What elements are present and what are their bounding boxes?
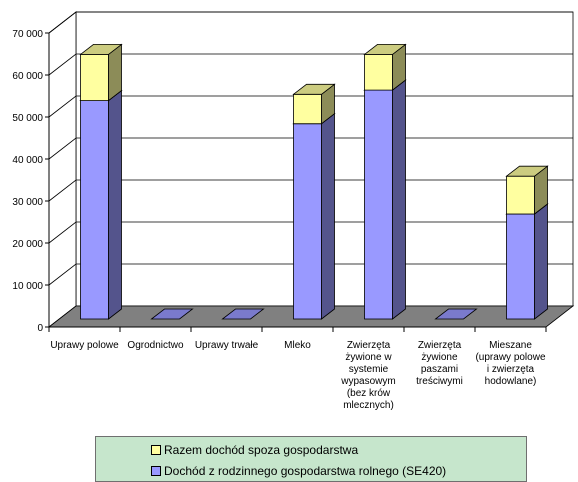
bar-segment xyxy=(79,43,123,102)
x-tick-label: Ogrodnictwo xyxy=(127,340,184,351)
bar-top xyxy=(505,165,549,177)
x-tick-label: Zwierzęta żywione paszami treściwymi xyxy=(416,340,463,387)
bar-segment xyxy=(505,203,549,320)
gridline xyxy=(48,179,573,202)
bar-side xyxy=(534,203,548,320)
bar-segment xyxy=(363,43,407,91)
bar-side xyxy=(392,79,406,320)
bar-side xyxy=(321,112,335,320)
x-tick-label-line: Zwierzęta xyxy=(347,340,391,351)
bar-front xyxy=(364,89,393,320)
x-tick-label: Uprawy trwałe xyxy=(195,340,259,351)
bar-segment xyxy=(505,165,549,215)
x-tick-label-line: mlecznych) xyxy=(343,400,394,411)
bar-segment xyxy=(292,112,336,320)
bar-top xyxy=(79,44,123,55)
bar-front xyxy=(506,213,535,320)
legend-label: Dochód z rodzinnego gospodarstwa rolnego… xyxy=(164,464,447,478)
bar-top xyxy=(363,44,407,55)
bar-front xyxy=(364,54,393,91)
x-tick-label: Mieszane (uprawy polowe i zwierzęta hodowla… xyxy=(475,340,545,387)
x-tick-label-line: systemie xyxy=(349,364,389,375)
gridline xyxy=(48,137,573,160)
gridline xyxy=(48,11,573,34)
y-tick-label: 40 000 xyxy=(12,155,43,166)
y-tick-label: 60 000 xyxy=(12,71,43,82)
legend: Razem dochód spoza gospodarstwa Dochód z… xyxy=(95,436,527,482)
legend-label: Razem dochód spoza gospodarstwa xyxy=(164,443,359,457)
bar-front xyxy=(293,93,322,125)
x-tick-label-line: Mieszane xyxy=(489,340,532,351)
x-tick-label-line: żywione xyxy=(421,352,458,363)
bar-front xyxy=(506,175,535,215)
bar-front xyxy=(80,54,109,102)
x-tick-label-line: hodowlane) xyxy=(485,376,537,387)
legend-swatch-yellow xyxy=(151,445,161,455)
gridline xyxy=(48,95,573,118)
y-tick-label: 0 xyxy=(37,323,43,334)
x-tick-label: Zwierzęta żywione w systemie wypasowym (bez … xyxy=(340,340,395,411)
bar-empty xyxy=(221,308,265,320)
x-tick-label: Uprawy polowe xyxy=(50,340,119,351)
bar-empty xyxy=(150,308,194,320)
x-tick-label-line: (uprawy polowe xyxy=(475,352,545,363)
x-tick-label-line: Uprawy polowe xyxy=(50,340,119,351)
x-tick-label-line: Zwierzęta xyxy=(418,340,462,351)
y-axis: 0 10 000 20 000 30 000 40 000 50 000 60 000 70 … xyxy=(12,29,50,334)
bar-front xyxy=(293,123,322,320)
x-tick-label-line: żywione w xyxy=(345,352,392,363)
bars xyxy=(79,43,549,320)
y-tick-label: 30 000 xyxy=(12,197,43,208)
x-tick-label-line: treściwymi xyxy=(416,376,463,387)
gridline xyxy=(48,221,573,244)
chart: 0 10 000 20 000 30 000 40 000 50 000 60 000 70 … xyxy=(12,11,575,411)
x-tick-label-line: Uprawy trwałe xyxy=(195,340,259,351)
x-tick-label-line: wypasowym xyxy=(340,376,395,387)
x-tick-label-line: Mleko xyxy=(284,340,311,351)
side-wall xyxy=(48,11,77,328)
bar-empty xyxy=(434,308,478,320)
x-tick-label-line: Ogrodnictwo xyxy=(127,340,184,351)
gridline xyxy=(48,263,573,286)
y-tick-label: 10 000 xyxy=(12,281,43,292)
legend-swatch-blue xyxy=(151,466,161,476)
gridlines xyxy=(48,11,573,286)
bar-segment xyxy=(363,79,407,320)
x-tick-label-line: i zwierzęta xyxy=(487,364,535,375)
bar-segment xyxy=(292,83,336,125)
x-axis: Uprawy polowe Ogrodnictwo Uprawy trwałe Mle… xyxy=(48,327,547,411)
x-tick-label-line: paszami xyxy=(421,364,458,375)
bar-side xyxy=(108,89,122,320)
bar-top xyxy=(292,83,336,95)
x-tick-label: Mleko xyxy=(284,340,311,351)
bar-segment xyxy=(79,89,123,320)
legend-item-non-farm-income: Razem dochód spoza gospodarstwa xyxy=(151,443,358,457)
y-tick-label: 50 000 xyxy=(12,113,43,124)
gridline xyxy=(48,53,573,76)
y-tick-label: 70 000 xyxy=(12,29,43,40)
bar-front xyxy=(80,100,109,320)
legend-item-farm-income: Dochód z rodzinnego gospodarstwa rolnego… xyxy=(151,464,446,478)
y-tick-label: 20 000 xyxy=(12,239,43,250)
x-tick-label-line: (bez krów xyxy=(347,388,391,399)
